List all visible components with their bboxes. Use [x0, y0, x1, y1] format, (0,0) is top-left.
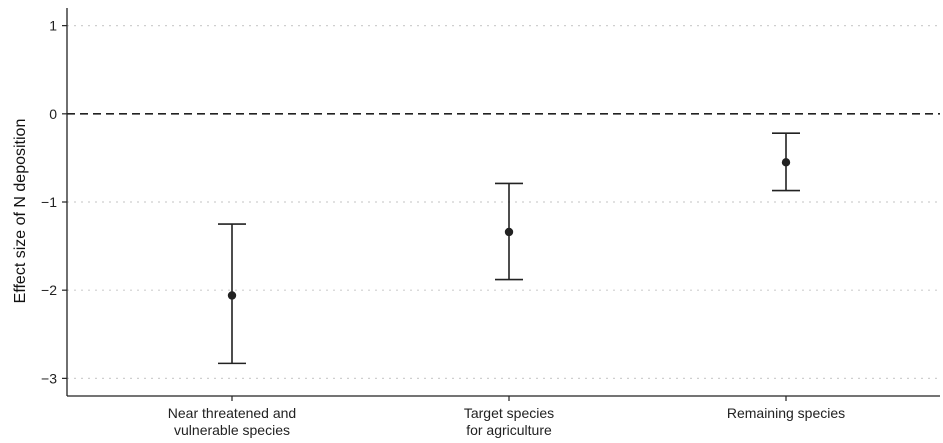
- y-tick-label-3: −2: [41, 282, 57, 298]
- y-tick-label-1: 0: [49, 106, 57, 122]
- x-tick-label-2-0: Remaining species: [727, 405, 845, 421]
- x-tick-label-0-1: vulnerable species: [174, 422, 290, 438]
- x-tick-label-1-1: for agriculture: [466, 422, 552, 438]
- data-marks: [218, 132, 800, 365]
- x-tick-label-1-0: Target species: [464, 405, 554, 421]
- y-axis-ticks: 1 0 −1 −2 −3: [41, 18, 67, 386]
- point-estimate-2: [781, 158, 791, 167]
- y-tick-label-4: −3: [41, 370, 57, 386]
- point-estimate-0: [227, 291, 237, 300]
- x-tick-label-0-0: Near threatened and: [168, 405, 296, 421]
- y-axis-title: Effect size of N deposition: [12, 119, 29, 304]
- y-tick-label-0: 1: [49, 18, 57, 34]
- y-tick-label-2: −1: [41, 194, 57, 210]
- gridlines: [67, 25, 940, 379]
- point-estimate-1: [504, 227, 514, 237]
